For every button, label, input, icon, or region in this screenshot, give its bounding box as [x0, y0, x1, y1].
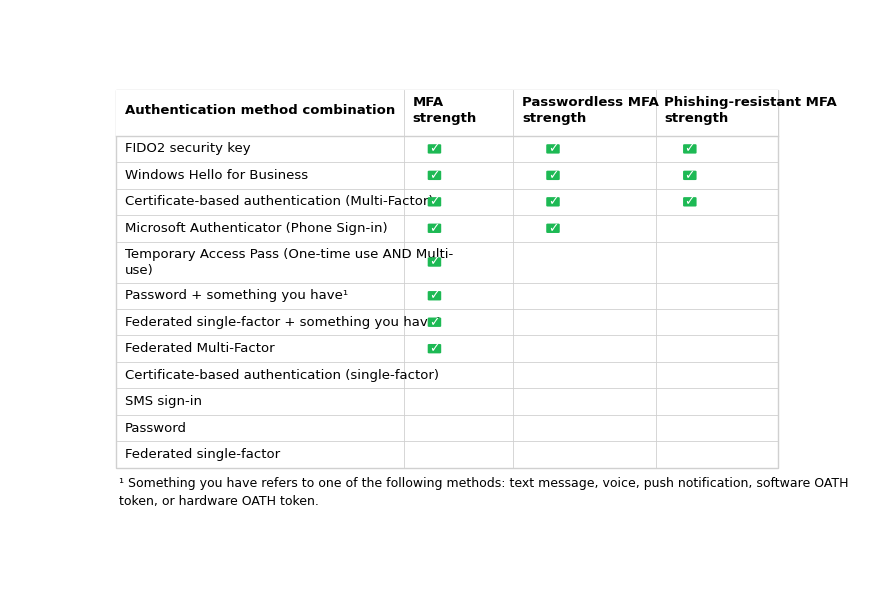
Text: ¹ Something you have refers to one of the following methods: text message, voice: ¹ Something you have refers to one of th… — [119, 477, 848, 508]
FancyBboxPatch shape — [427, 224, 441, 233]
Bar — [116, 441, 778, 468]
Text: Authentication method combination: Authentication method combination — [125, 104, 395, 117]
Bar — [116, 336, 778, 362]
Bar — [116, 90, 778, 135]
FancyBboxPatch shape — [546, 171, 560, 180]
Text: ✓: ✓ — [429, 289, 439, 303]
FancyBboxPatch shape — [683, 144, 697, 154]
Text: Windows Hello for Business: Windows Hello for Business — [125, 169, 308, 182]
FancyBboxPatch shape — [427, 257, 441, 267]
FancyBboxPatch shape — [427, 291, 441, 301]
FancyBboxPatch shape — [427, 318, 441, 327]
Text: ✓: ✓ — [429, 316, 439, 329]
Bar — [116, 215, 778, 242]
Text: ✓: ✓ — [548, 195, 558, 209]
Text: Federated Multi-Factor: Federated Multi-Factor — [125, 342, 274, 355]
Text: MFA
strength: MFA strength — [412, 96, 477, 124]
Bar — [116, 242, 778, 282]
FancyBboxPatch shape — [546, 144, 560, 154]
Text: ✓: ✓ — [429, 169, 439, 182]
Text: ✓: ✓ — [548, 222, 558, 235]
Text: Federated single-factor + something you have¹: Federated single-factor + something you … — [125, 316, 440, 329]
Text: Federated single-factor: Federated single-factor — [125, 448, 280, 461]
FancyBboxPatch shape — [683, 171, 697, 180]
FancyBboxPatch shape — [683, 197, 697, 207]
FancyBboxPatch shape — [427, 144, 441, 154]
Text: Certificate-based authentication (Multi-Factor): Certificate-based authentication (Multi-… — [125, 195, 433, 209]
Bar — [116, 135, 778, 162]
FancyBboxPatch shape — [427, 197, 441, 207]
FancyBboxPatch shape — [427, 171, 441, 180]
Text: Certificate-based authentication (single-factor): Certificate-based authentication (single… — [125, 368, 439, 382]
Bar — [116, 162, 778, 188]
Bar — [116, 362, 778, 389]
Text: ✓: ✓ — [429, 256, 439, 268]
Bar — [116, 188, 778, 215]
Text: Password: Password — [125, 422, 187, 434]
Bar — [116, 415, 778, 441]
Text: Phishing-resistant MFA
strength: Phishing-resistant MFA strength — [664, 96, 837, 124]
Bar — [116, 389, 778, 415]
Text: ✓: ✓ — [685, 169, 695, 182]
Text: Temporary Access Pass (One-time use AND Multi-
use): Temporary Access Pass (One-time use AND … — [125, 248, 453, 276]
Text: Passwordless MFA
strength: Passwordless MFA strength — [522, 96, 658, 124]
Text: ✓: ✓ — [429, 195, 439, 209]
Text: SMS sign-in: SMS sign-in — [125, 395, 201, 408]
Text: ✓: ✓ — [548, 142, 558, 156]
Bar — [116, 309, 778, 336]
FancyBboxPatch shape — [427, 344, 441, 353]
Text: ✓: ✓ — [429, 142, 439, 156]
Text: Microsoft Authenticator (Phone Sign-in): Microsoft Authenticator (Phone Sign-in) — [125, 222, 387, 235]
FancyBboxPatch shape — [546, 197, 560, 207]
FancyBboxPatch shape — [546, 224, 560, 233]
Text: ✓: ✓ — [685, 142, 695, 156]
Text: ✓: ✓ — [429, 342, 439, 355]
Text: ✓: ✓ — [429, 222, 439, 235]
Bar — [116, 90, 778, 468]
Text: ✓: ✓ — [548, 169, 558, 182]
Text: ✓: ✓ — [685, 195, 695, 209]
Bar — [116, 282, 778, 309]
Text: Password + something you have¹: Password + something you have¹ — [125, 289, 348, 303]
Text: FIDO2 security key: FIDO2 security key — [125, 142, 250, 156]
